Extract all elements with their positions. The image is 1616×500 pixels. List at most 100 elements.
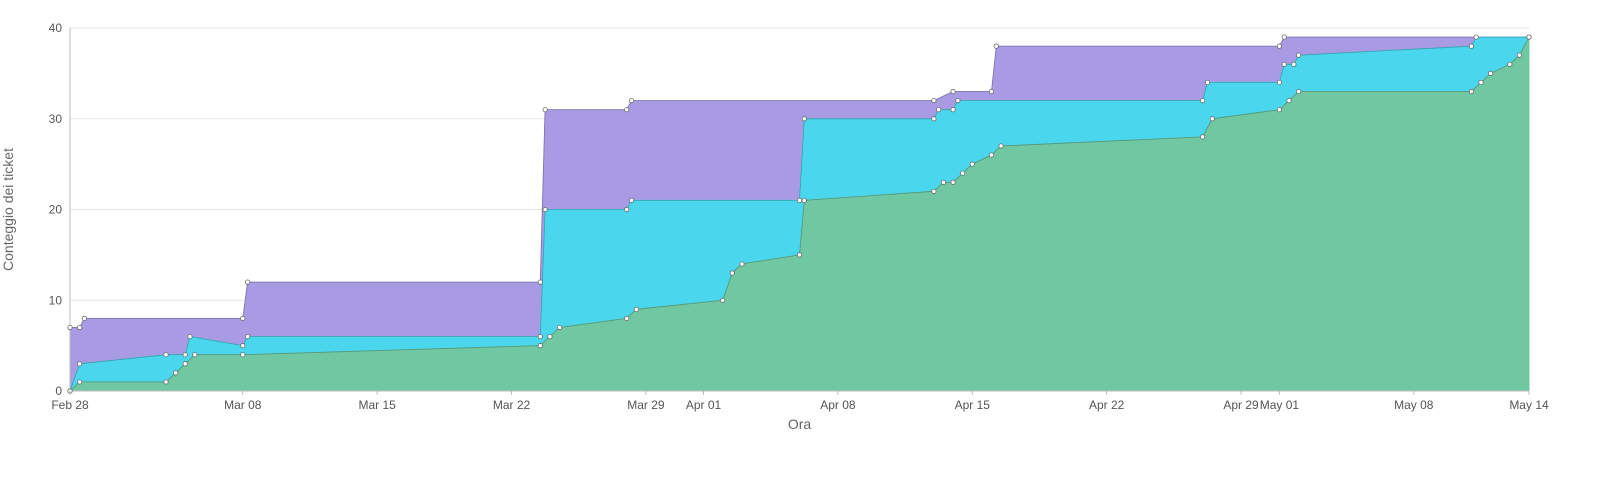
data-point-1 xyxy=(936,107,942,113)
data-point-1 xyxy=(76,361,83,367)
y-tick-label: 40 xyxy=(49,21,63,35)
data-point-0 xyxy=(931,188,937,194)
data-point-0 xyxy=(1200,134,1206,140)
data-point-2 xyxy=(240,315,246,321)
data-point-1 xyxy=(931,116,937,122)
data-point-1 xyxy=(624,206,630,213)
data-point-1 xyxy=(1204,79,1211,86)
data-point-1 xyxy=(542,206,548,213)
data-point-0 xyxy=(950,179,956,185)
x-tick-label: Apr 29 xyxy=(1223,398,1259,412)
data-point-1 xyxy=(796,197,803,204)
data-point-1 xyxy=(163,352,169,358)
y-tick-label: 0 xyxy=(55,384,62,398)
data-point-0 xyxy=(720,297,726,303)
y-tick-label: 20 xyxy=(49,203,63,217)
data-point-2 xyxy=(950,88,956,95)
data-point-0 xyxy=(739,261,745,267)
x-axis-tick-labels: Feb 28 Mar 08 Mar 15 Mar 22 Mar 29 Apr 01 Apr … xyxy=(51,391,1549,412)
data-point-0 xyxy=(1507,61,1513,67)
data-point-0 xyxy=(163,379,169,385)
data-point-0 xyxy=(556,324,563,331)
data-point-0 xyxy=(988,152,995,158)
data-point-1 xyxy=(187,333,193,340)
data-point-1 xyxy=(1281,61,1287,67)
data-point-2 xyxy=(1281,34,1287,40)
data-point-0 xyxy=(796,252,803,258)
data-point-2 xyxy=(1276,43,1283,49)
data-point-0 xyxy=(969,161,975,167)
x-tick-label: Mar 22 xyxy=(493,398,531,412)
data-point-2 xyxy=(81,315,87,321)
data-point-1 xyxy=(537,333,543,340)
data-point-0 xyxy=(940,179,947,185)
x-axis-title: Ora xyxy=(788,416,812,432)
x-tick-label: Apr 15 xyxy=(955,398,991,412)
data-point-2 xyxy=(1526,34,1532,40)
data-point-1 xyxy=(955,98,961,104)
data-point-0 xyxy=(1478,79,1484,86)
data-point-0 xyxy=(1296,88,1302,95)
data-point-0 xyxy=(172,370,179,376)
data-point-2 xyxy=(537,279,543,285)
x-tick-label: May 01 xyxy=(1260,398,1300,412)
data-point-0 xyxy=(192,352,198,358)
data-point-0 xyxy=(633,306,639,312)
data-point-2 xyxy=(993,43,999,49)
y-tick-label: 10 xyxy=(49,293,63,307)
y-axis-title: Conteggio dei ticket xyxy=(0,148,16,271)
x-tick-label: Feb 28 xyxy=(51,398,89,412)
data-point-1 xyxy=(1291,61,1297,67)
data-point-2 xyxy=(624,107,630,113)
data-point-1 xyxy=(1276,79,1283,86)
data-point-0 xyxy=(1516,52,1523,58)
data-point-0 xyxy=(1276,107,1283,113)
data-point-0 xyxy=(624,315,630,321)
data-point-0 xyxy=(960,170,966,176)
data-point-1 xyxy=(1468,43,1475,49)
data-point-1 xyxy=(950,107,956,113)
data-point-2 xyxy=(244,279,251,285)
x-tick-label: Apr 22 xyxy=(1089,398,1125,412)
data-point-0 xyxy=(547,333,553,340)
series-line-2 xyxy=(70,36,1529,328)
y-tick-label: 30 xyxy=(49,112,63,126)
data-point-1 xyxy=(1296,52,1302,58)
data-point-0 xyxy=(729,270,735,276)
data-point-1 xyxy=(1200,98,1206,104)
data-point-1 xyxy=(801,116,807,122)
data-point-2 xyxy=(988,88,995,95)
data-point-0 xyxy=(182,361,188,367)
axes xyxy=(69,28,1529,392)
data-point-2 xyxy=(542,107,548,113)
x-tick-label: Mar 15 xyxy=(358,398,396,412)
data-point-2 xyxy=(76,324,83,331)
data-point-2 xyxy=(67,324,73,331)
data-point-0 xyxy=(76,379,83,385)
data-point-1 xyxy=(244,333,251,340)
x-tick-label: Mar 29 xyxy=(627,398,665,412)
data-point-1 xyxy=(182,352,188,358)
data-point-0 xyxy=(537,343,543,349)
x-tick-label: Mar 08 xyxy=(224,398,262,412)
data-point-0 xyxy=(1286,98,1292,104)
x-tick-label: May 08 xyxy=(1394,398,1434,412)
data-point-0 xyxy=(240,352,246,358)
data-point-0 xyxy=(998,143,1004,149)
data-point-0 xyxy=(1488,70,1494,76)
y-axis-tick-labels: 0 10 20 30 40 xyxy=(49,21,63,398)
data-point-0 xyxy=(801,197,807,204)
data-point-1 xyxy=(240,343,246,349)
data-point-0 xyxy=(1468,88,1475,95)
data-point-markers xyxy=(67,34,1532,394)
data-point-1 xyxy=(628,197,635,204)
area-series xyxy=(68,36,1530,392)
data-point-2 xyxy=(931,98,937,104)
x-tick-label: Apr 01 xyxy=(686,398,722,412)
data-point-0 xyxy=(1209,116,1215,122)
x-tick-label: May 14 xyxy=(1509,398,1549,412)
data-point-2 xyxy=(628,98,635,104)
x-tick-label: Apr 08 xyxy=(820,398,856,412)
data-point-1 xyxy=(1473,34,1479,40)
